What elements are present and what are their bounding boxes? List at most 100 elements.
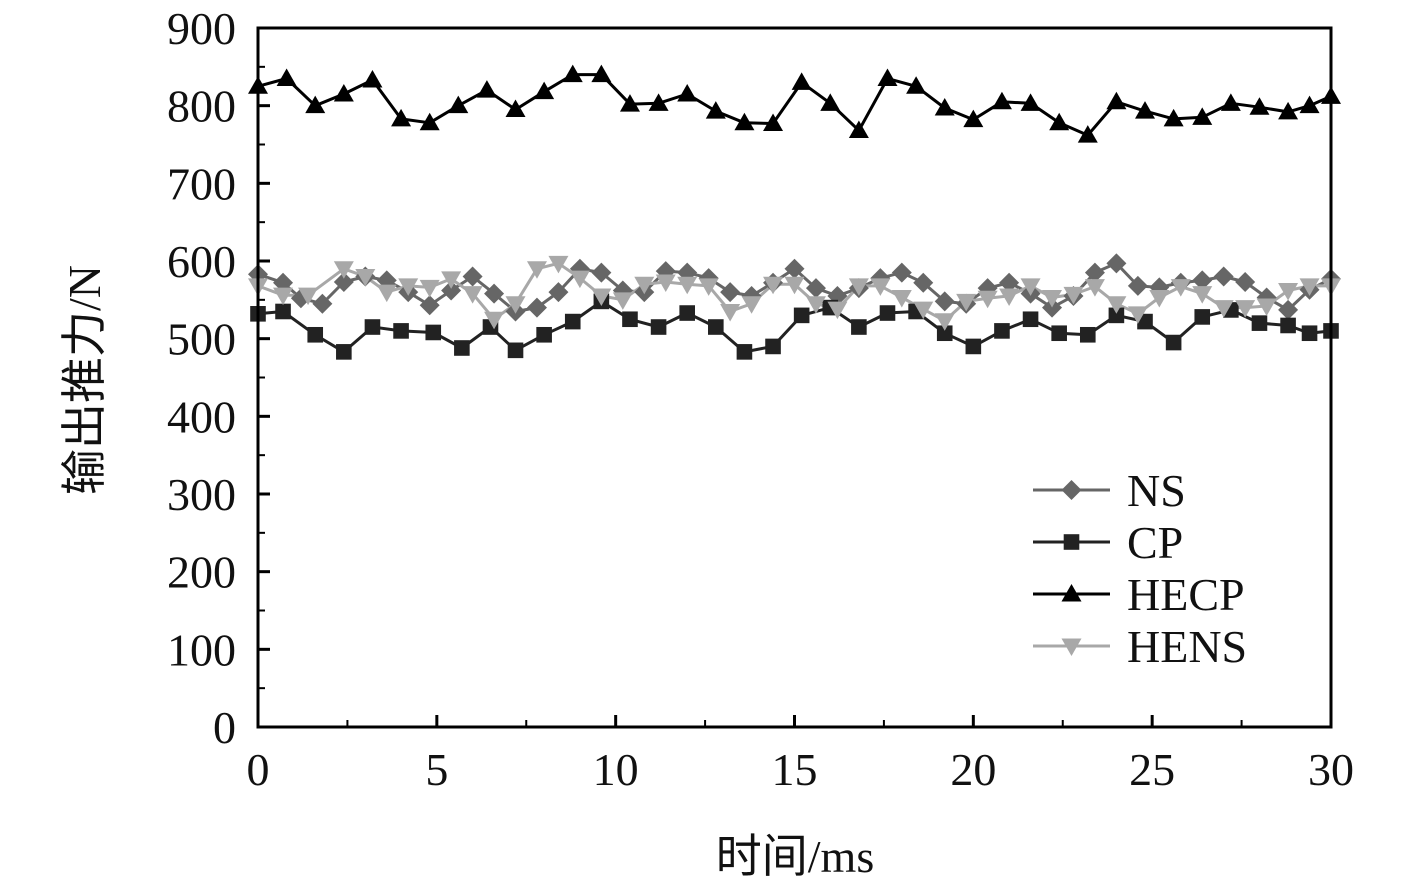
legend-label: CP [1127,517,1183,568]
data-point-hens [1149,290,1170,308]
data-point-cp [708,319,724,335]
y-tick-label: 300 [167,469,236,520]
data-point-hecp [1249,97,1270,115]
data-point-hens [441,271,462,289]
data-point-cp [650,319,667,335]
data-point-cp [879,305,896,321]
data-point-hens [376,284,397,303]
data-point-hecp [763,113,784,132]
data-point-hens [1170,279,1191,297]
data-point-ns [312,293,333,314]
series-markers-hens [248,255,1341,331]
data-point-hecp [1299,95,1320,114]
data-point-hecp [505,99,526,118]
y-tick-label: 900 [167,3,236,54]
data-point-hens [1127,306,1148,324]
data-point-ns [1042,297,1063,318]
data-point-hens [763,276,784,295]
data-point-hens [462,286,483,304]
data-point-cp [1251,315,1268,331]
data-point-hecp [1192,107,1213,125]
data-point-hecp [419,112,440,131]
data-point-hens [1106,296,1127,314]
data-point-hecp [362,70,383,88]
data-point-ns [934,291,955,312]
data-point-hens [505,296,526,314]
data-point-hecp [591,64,612,83]
data-point-hens [720,303,741,322]
data-point-ns [913,272,934,293]
data-point-cp [851,319,867,335]
data-point-hens [784,276,805,295]
series-markers-hecp [248,64,1341,143]
data-point-hecp [1220,93,1241,111]
data-point-cp [1280,317,1296,334]
data-point-cp [275,303,291,320]
data-point-hecp [734,112,755,131]
axis-ticks [256,26,1333,729]
data-point-cp [736,344,753,360]
data-point-hecp [305,95,326,114]
y-tick-label: 700 [167,158,236,209]
data-point-hecp [1163,108,1184,127]
y-tick-label: 500 [167,314,236,365]
data-point-cp [765,338,781,355]
data-point-hecp [991,91,1012,110]
x-tick-label: 20 [950,744,996,795]
legend-item-ns: NS [1033,465,1186,516]
y-tick-label: 0 [213,702,236,753]
data-point-cp [364,319,381,335]
data-point-hecp [534,81,555,100]
legend-label: HENS [1127,621,1247,672]
data-point-ns [1192,270,1213,291]
data-point-hens [355,269,376,287]
data-point-ns [591,262,612,283]
data-point-cp [965,338,982,355]
legend-marker [1063,534,1080,550]
data-point-hens [1213,300,1234,318]
y-axis-label: 输出推力/N [59,265,110,495]
data-point-ns [484,283,505,304]
y-tick-label: 200 [167,547,236,598]
legend-label: HECP [1127,569,1245,620]
data-point-ns [333,271,354,292]
data-point-hens [741,296,762,314]
data-point-hens [1063,286,1084,305]
data-point-hecp [1077,125,1098,143]
data-point-cp [622,311,638,328]
data-point-hens [1278,283,1299,301]
data-point-hens [870,278,891,296]
data-point-hens [1020,278,1041,296]
data-point-cp [1051,325,1067,342]
x-tick-labels: 0 5 10 15 20 25 30 [247,744,1355,795]
data-point-ns [805,278,826,299]
data-point-hecp [1135,101,1156,119]
data-point-hens [333,261,354,279]
data-point-cp [1022,311,1039,328]
data-point-hens [805,296,826,314]
data-point-cp [1079,326,1096,343]
data-point-hens [977,290,998,309]
data-point-hens [848,278,869,296]
data-point-cp [994,323,1010,339]
data-point-ns [441,280,462,301]
x-tick-label: 5 [425,744,448,795]
data-point-hecp [562,64,583,83]
data-point-hens [655,274,676,292]
data-point-hecp [1278,101,1299,120]
data-point-cp [1165,334,1182,351]
data-point-hecp [791,72,812,90]
data-point-cp [936,325,953,342]
series-markers-cp [250,293,1339,360]
data-point-hecp [448,95,469,114]
data-point-ns [784,258,805,279]
data-point-hens [1042,290,1063,308]
data-point-ns [1127,275,1148,296]
data-point-hecp [848,120,869,139]
data-point-cp [425,324,442,341]
data-point-ns [462,266,483,287]
data-point-ns [891,262,912,283]
data-point-hens [1256,298,1277,317]
